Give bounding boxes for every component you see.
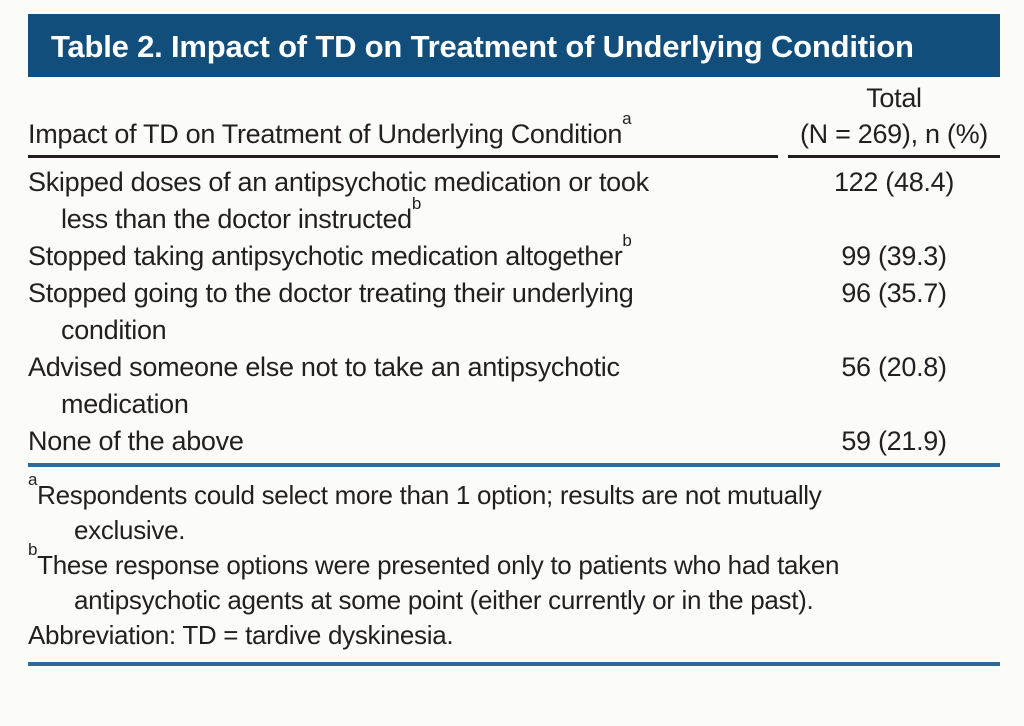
- row-label-line1: Skipped doses of an antipsychotic medica…: [28, 167, 649, 197]
- column-header-label: Impact of TD on Treatment of Underlying …: [28, 110, 778, 158]
- row-label-line1: Stopped taking antipsychotic medication …: [28, 241, 623, 271]
- footnote-marker-a: a: [28, 470, 38, 490]
- footnotes: aRespondents could select more than 1 op…: [28, 471, 1000, 653]
- footnote-b-text: These response options were presented on…: [37, 550, 840, 580]
- column-header-total-line1: Total: [866, 83, 922, 113]
- footnote-marker-b: b: [411, 194, 422, 213]
- row-value: 122 (48.4): [833, 167, 955, 197]
- column-header-label-text: Impact of TD on Treatment of Underlying …: [28, 119, 623, 149]
- footnote-marker-b: b: [28, 540, 38, 560]
- row-label: Stopped taking antipsychotic medication …: [28, 232, 778, 275]
- footnote-a-text-continued: exclusive.: [74, 515, 186, 545]
- footnote-marker-a: a: [622, 109, 632, 128]
- row-label: Advised someone else not to take an anti…: [28, 349, 778, 423]
- footnote-b-text-continued: antipsychotic agents at some point (eith…: [74, 585, 814, 615]
- row-label: Skipped doses of an antipsychotic medica…: [28, 164, 778, 238]
- table-row: Stopped going to the doctor treating the…: [28, 275, 1000, 349]
- row-value: 99 (39.3): [841, 241, 947, 271]
- row-value: 56 (20.8): [841, 352, 947, 382]
- figure-bottom-rule: [28, 662, 1000, 666]
- table-figure: Table 2. Impact of TD on Treatment of Un…: [28, 14, 1000, 666]
- footnote-marker-b: b: [622, 231, 632, 250]
- table-row: Advised someone else not to take an anti…: [28, 349, 1000, 423]
- table-column-header-row: Impact of TD on Treatment of Underlying …: [28, 80, 1000, 158]
- row-label-line1: None of the above: [28, 426, 244, 456]
- table-title-banner: Table 2. Impact of TD on Treatment of Un…: [28, 14, 1000, 77]
- table-row: None of the above 59 (21.9): [28, 423, 1000, 460]
- table-row: Skipped doses of an antipsychotic medica…: [28, 164, 1000, 238]
- row-value: 59 (21.9): [841, 426, 947, 456]
- footnote-a-text: Respondents could select more than 1 opt…: [37, 480, 822, 510]
- table-bottom-divider: [28, 463, 1000, 467]
- column-header-total: Total (N = 269), n (%): [788, 80, 1000, 158]
- row-label: None of the above: [28, 423, 778, 460]
- footnote-b: bThese response options were presented o…: [28, 541, 1000, 618]
- table-row: Stopped taking antipsychotic medication …: [28, 232, 1000, 275]
- column-header-total-line2: (N = 269), n (%): [799, 119, 988, 149]
- row-label-line1: Advised someone else not to take an anti…: [28, 352, 620, 382]
- row-value: 96 (35.7): [841, 278, 947, 308]
- table-title: Table 2. Impact of TD on Treatment of Un…: [51, 29, 914, 64]
- row-label-line1: Stopped going to the doctor treating the…: [28, 278, 634, 308]
- row-label-line2: less than the doctor instructed: [61, 204, 412, 234]
- row-label-line2: condition: [61, 315, 167, 345]
- row-label-line2: medication: [61, 389, 189, 419]
- row-label: Stopped going to the doctor treating the…: [28, 275, 778, 349]
- table-body: Skipped doses of an antipsychotic medica…: [28, 158, 1000, 460]
- abbreviation-note: Abbreviation: TD = tardive dyskinesia.: [28, 620, 454, 650]
- footnote-a: aRespondents could select more than 1 op…: [28, 471, 1000, 548]
